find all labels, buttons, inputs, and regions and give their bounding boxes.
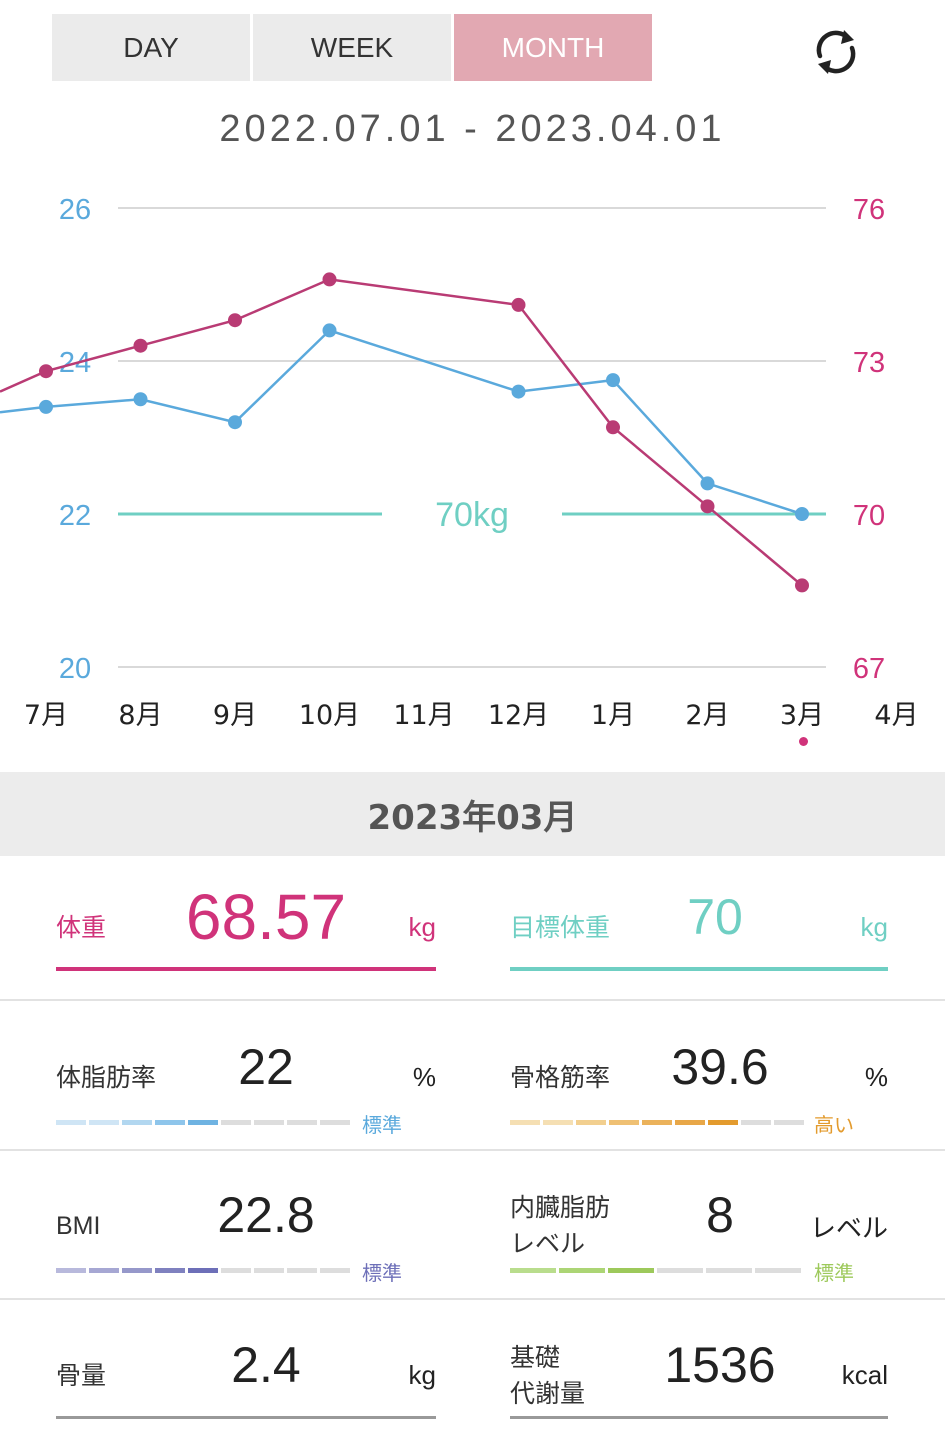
x-axis-tick-label: 3月 xyxy=(780,700,824,731)
visceral-fat-label-line2: レベル xyxy=(510,1229,586,1258)
series-point xyxy=(700,476,715,491)
skeletal-muscle-unit: % xyxy=(864,1062,888,1092)
bmr-label-line1: 基礎 xyxy=(510,1343,561,1372)
visceral-fat-value: 8 xyxy=(706,1187,734,1243)
series-point xyxy=(228,415,242,430)
skeletal-muscle-level-bar xyxy=(510,1120,804,1125)
bone-mass-underline xyxy=(56,1416,436,1419)
left-axis-tick-label: 20 xyxy=(59,653,91,685)
x-axis-tick-label: 1月 xyxy=(591,700,635,731)
tab-week[interactable]: WEEK xyxy=(253,14,451,81)
body-fat-level-bar xyxy=(56,1120,350,1125)
series-point xyxy=(700,499,715,514)
refresh-icon-graphic xyxy=(816,30,856,74)
weight-underline xyxy=(56,967,436,971)
date-range: 2022.07.01 - 2023.04.01 xyxy=(219,108,726,150)
selected-month-header: 2023年03月 xyxy=(0,772,945,856)
tab-day[interactable]: DAY xyxy=(52,14,250,81)
bmi-level-bar xyxy=(56,1268,350,1273)
metric-body-fat[interactable]: 体脂肪率 22 % 標準 xyxy=(56,1036,436,1137)
target-line-label: 70kg xyxy=(435,496,509,534)
bmr-label-line2: 代謝量 xyxy=(510,1379,586,1408)
x-axis-tick-label: 11月 xyxy=(393,700,454,731)
metric-weight[interactable]: 体重 68.57 kg xyxy=(56,880,436,980)
bmi-label: BMI xyxy=(56,1212,101,1240)
selected-month-indicator xyxy=(799,737,808,746)
left-axis-tick-label: 22 xyxy=(59,500,91,532)
series-point xyxy=(228,313,242,328)
weight-label: 体重 xyxy=(56,913,107,942)
x-axis-tick-label: 8月 xyxy=(118,700,162,731)
x-axis-tick-label: 12月 xyxy=(488,700,549,731)
left-axis-tick-label: 26 xyxy=(59,194,91,226)
x-axis-tick-label: 9月 xyxy=(213,700,257,731)
target-weight-unit: kg xyxy=(860,912,888,942)
series-point xyxy=(133,338,148,353)
bmr-unit: kcal xyxy=(841,1360,888,1390)
visceral-fat-label-line1: 内臓脂肪 xyxy=(510,1193,611,1222)
bmi-value: 22.8 xyxy=(217,1187,315,1243)
series-point xyxy=(322,272,337,287)
weight-unit: kg xyxy=(408,912,436,942)
right-axis-tick-label: 73 xyxy=(853,347,885,379)
series-point xyxy=(511,384,526,399)
body-fat-unit: % xyxy=(412,1062,436,1092)
visceral-fat-status: 標準 xyxy=(814,1261,854,1285)
series-line xyxy=(0,278,803,587)
series-point xyxy=(511,297,526,312)
tab-month[interactable]: MONTH xyxy=(454,14,652,81)
metric-visceral-fat[interactable]: 内臓脂肪 レベル 8 レベル 標準 xyxy=(510,1184,888,1285)
series-point xyxy=(39,399,53,414)
metric-bmr[interactable]: 基礎 代謝量 1536 kcal xyxy=(510,1334,888,1434)
series-point xyxy=(133,392,148,407)
series-point xyxy=(795,507,809,521)
skeletal-muscle-status: 高い xyxy=(814,1113,854,1137)
bmi-status: 標準 xyxy=(362,1261,402,1285)
visceral-fat-unit: レベル xyxy=(809,1214,888,1244)
x-axis-tick-label: 4月 xyxy=(874,700,918,731)
series-line xyxy=(0,328,803,516)
target-weight-underline xyxy=(510,967,888,971)
target-weight-value: 70 xyxy=(687,889,743,945)
right-axis-tick-label: 70 xyxy=(853,500,885,532)
bone-mass-label: 骨量 xyxy=(56,1361,107,1390)
divider xyxy=(0,1149,945,1151)
visceral-fat-level-bar xyxy=(510,1268,801,1273)
refresh-icon[interactable] xyxy=(806,22,866,82)
period-tabs: DAY WEEK MONTH xyxy=(52,14,652,81)
skeletal-muscle-value: 39.6 xyxy=(671,1039,769,1095)
metric-bone-mass[interactable]: 骨量 2.4 kg xyxy=(56,1334,436,1434)
series-point xyxy=(606,373,620,388)
divider xyxy=(0,999,945,1001)
body-fat-status: 標準 xyxy=(362,1113,402,1137)
weight-value: 68.57 xyxy=(185,881,347,953)
series-point xyxy=(795,578,809,593)
body-fat-label: 体脂肪率 xyxy=(56,1063,157,1092)
bmr-value: 1536 xyxy=(664,1337,776,1393)
x-axis-tick-label: 2月 xyxy=(685,700,729,731)
metric-bmi[interactable]: BMI 22.8 標準 xyxy=(56,1184,436,1285)
x-axis-tick-label: 7月 xyxy=(24,700,68,731)
bone-mass-value: 2.4 xyxy=(231,1337,301,1393)
metric-skeletal-muscle[interactable]: 骨格筋率 39.6 % 高い xyxy=(510,1036,888,1137)
bone-mass-unit: kg xyxy=(408,1360,436,1390)
body-fat-value: 22 xyxy=(238,1039,294,1095)
target-weight-label: 目標体重 xyxy=(510,913,611,942)
right-axis-tick-label: 76 xyxy=(853,194,885,226)
series-point xyxy=(39,364,53,379)
x-axis-tick-label: 10月 xyxy=(299,700,360,731)
right-axis-tick-label: 67 xyxy=(853,653,885,685)
series-point xyxy=(606,420,620,435)
series-point xyxy=(322,323,337,338)
metric-target-weight[interactable]: 目標体重 70 kg xyxy=(510,880,888,980)
bmr-underline xyxy=(510,1416,888,1419)
skeletal-muscle-label: 骨格筋率 xyxy=(510,1063,611,1092)
divider xyxy=(0,1298,945,1300)
